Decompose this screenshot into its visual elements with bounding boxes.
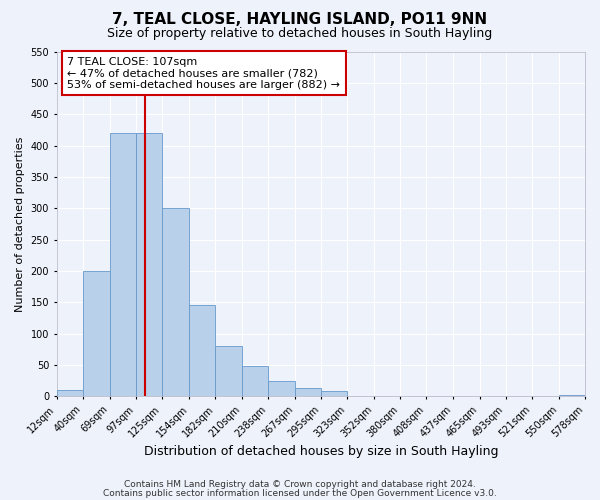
Text: 7, TEAL CLOSE, HAYLING ISLAND, PO11 9NN: 7, TEAL CLOSE, HAYLING ISLAND, PO11 9NN — [112, 12, 488, 28]
Bar — [242, 366, 268, 396]
Y-axis label: Number of detached properties: Number of detached properties — [15, 136, 25, 312]
Bar — [136, 133, 162, 396]
X-axis label: Distribution of detached houses by size in South Hayling: Distribution of detached houses by size … — [143, 444, 498, 458]
Bar — [83, 271, 110, 396]
Bar — [321, 392, 347, 396]
Text: Contains public sector information licensed under the Open Government Licence v3: Contains public sector information licen… — [103, 488, 497, 498]
Bar — [215, 346, 242, 397]
Text: Size of property relative to detached houses in South Hayling: Size of property relative to detached ho… — [107, 28, 493, 40]
Bar — [57, 390, 83, 396]
Bar — [268, 380, 295, 396]
Bar — [559, 394, 585, 396]
Bar — [162, 208, 190, 396]
Bar — [295, 388, 321, 396]
Text: Contains HM Land Registry data © Crown copyright and database right 2024.: Contains HM Land Registry data © Crown c… — [124, 480, 476, 489]
Bar — [110, 133, 136, 396]
Bar — [190, 306, 215, 396]
Text: 7 TEAL CLOSE: 107sqm
← 47% of detached houses are smaller (782)
53% of semi-deta: 7 TEAL CLOSE: 107sqm ← 47% of detached h… — [67, 56, 340, 90]
